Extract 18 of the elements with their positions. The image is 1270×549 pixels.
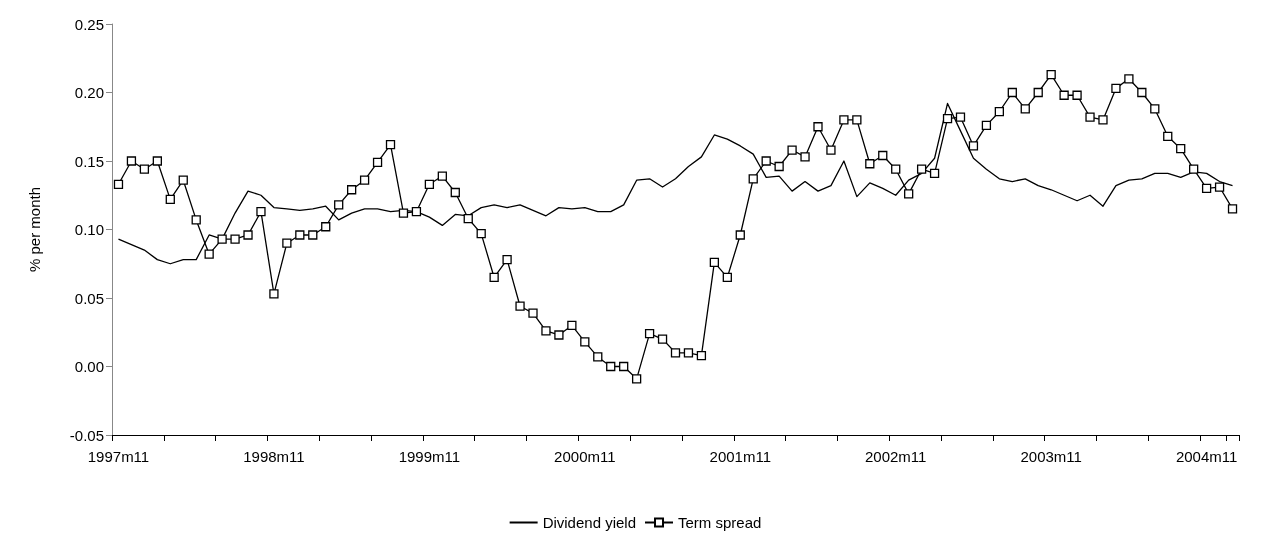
y-tick-label: 0.00 (74, 358, 104, 375)
y-tick-label: -0.05 (69, 426, 104, 444)
y-tick-label: 0.25 (74, 15, 104, 33)
y-tick-label: 0.10 (74, 221, 104, 238)
y-tick-label: 0.05 (74, 289, 104, 307)
x-tick-label: 1999m11 (398, 448, 461, 465)
x-tick-label: 1998m11 (243, 448, 305, 465)
x-tick-label: 2001m11 (709, 448, 771, 465)
x-tick-label: 1997m11 (87, 448, 150, 465)
y-tick-label: 0.15 (74, 152, 104, 170)
legend-label: Dividend yield (542, 514, 637, 531)
y-axis-title: % per month (26, 186, 43, 273)
y-tick-label: 0.20 (74, 84, 104, 101)
x-tick-label: 2003m11 (1020, 448, 1082, 465)
x-tick-label: 2000m11 (554, 448, 616, 465)
legend-label: Term spread (678, 514, 762, 531)
x-tick-label: 2004m11 (1175, 448, 1238, 465)
x-tick-label: 2002m11 (865, 448, 927, 465)
